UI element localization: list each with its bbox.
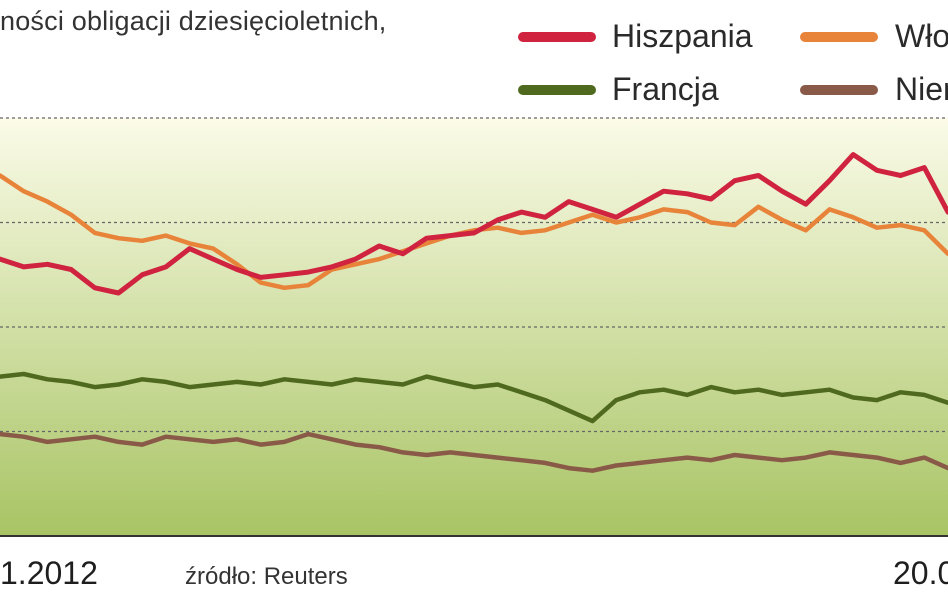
legend: Hiszpania Włoch Francja Niem [0, 0, 948, 110]
x-tick-label-end: 20.0 [893, 555, 948, 591]
legend-label-wlochy: Włoch [895, 18, 948, 54]
series-line-niemcy [0, 431, 948, 473]
legend-swatch-hiszpania [518, 32, 596, 42]
series-line-hiszpania [0, 152, 948, 296]
legend-swatch-francja [518, 85, 596, 95]
chart-title: ności obligacji dziesięcioletnich, [0, 6, 387, 36]
legend-label-francja: Francja [612, 71, 719, 107]
legend-swatch-wlochy [800, 32, 878, 42]
legend-swatch-niemcy [800, 85, 878, 95]
series-line-francja [0, 371, 948, 424]
legend-label-niemcy: Niem [895, 71, 948, 107]
legend-label-hiszpania: Hiszpania [612, 18, 753, 54]
x-tick-label-start: 1.2012 [0, 555, 98, 591]
source-note: źródło: Reuters [185, 563, 348, 590]
